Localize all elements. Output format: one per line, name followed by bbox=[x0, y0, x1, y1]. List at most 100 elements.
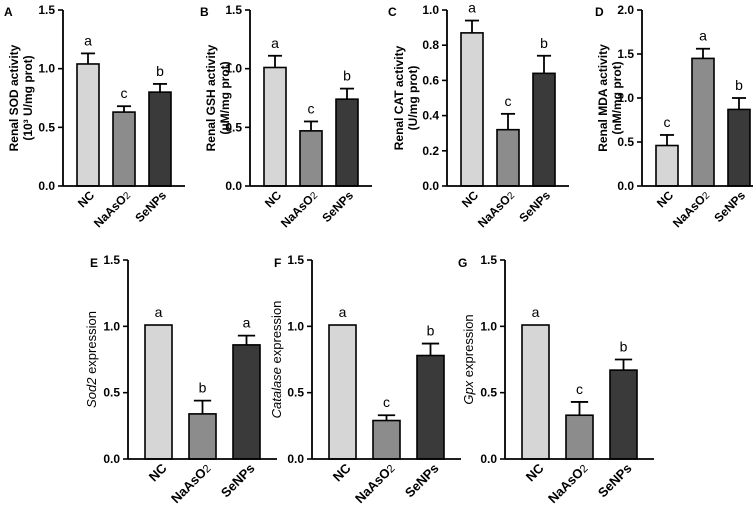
category-label: SeNPs bbox=[711, 188, 748, 225]
bar-SeNPs bbox=[232, 344, 261, 460]
category-label-base: NaAsO bbox=[168, 465, 209, 506]
y-axis-label-line: Renal MDA activity bbox=[596, 44, 610, 152]
category-label: NC bbox=[523, 460, 547, 484]
y-tick-label: 0.5 bbox=[480, 386, 497, 400]
category-label-base: NaAsO bbox=[545, 465, 586, 506]
category-label-base: NaAsO bbox=[352, 465, 393, 506]
y-axis-label: Catalase expression bbox=[269, 301, 284, 419]
y-tick-label: 0.0 bbox=[38, 179, 55, 193]
y-axis-label-line: Renal CAT activity bbox=[392, 45, 406, 150]
y-tick-label: 1.5 bbox=[480, 253, 497, 267]
category-label: NC bbox=[459, 188, 481, 210]
bar-NaAsO2 bbox=[188, 413, 217, 460]
y-tick-label: 1.0 bbox=[225, 62, 242, 76]
category-label: NaAsO2 bbox=[352, 461, 398, 507]
y-axis-label-line: Renal GSH activity bbox=[204, 44, 218, 151]
y-tick-label: 0.8 bbox=[422, 38, 439, 52]
y-axis-label: Renal GSH activity(μM/mg prot) bbox=[204, 44, 232, 151]
y-axis-label-rest: expression bbox=[461, 314, 476, 380]
panel-letter: A bbox=[4, 5, 13, 19]
y-tick-label: 1.5 bbox=[287, 253, 304, 267]
y-tick-label: 0.0 bbox=[103, 452, 120, 466]
panel-G: G 0.0 0.5 1.0 1.5 Gpx expression a NC c NaAsO2 b Se… bbox=[458, 253, 654, 506]
y-axis-label: Renal MDA activity(nM/mg prot) bbox=[596, 44, 624, 152]
significance-letter: c bbox=[308, 100, 315, 116]
category-label: NaAsO2 bbox=[91, 188, 133, 230]
y-tick-label: 0.0 bbox=[617, 179, 634, 193]
significance-letter: b bbox=[540, 35, 548, 51]
y-tick-label: 0.5 bbox=[617, 135, 634, 149]
panel-A: A 0.0 0.5 1.0 1.5 Renal SOD activity(10³ U/mg… bbox=[4, 3, 185, 230]
y-tick-label: 0.5 bbox=[103, 386, 120, 400]
y-tick-label: 1.0 bbox=[38, 62, 55, 76]
significance-letter: c bbox=[664, 114, 671, 130]
y-axis-label: Renal CAT activity(U/mg prot) bbox=[392, 45, 420, 150]
panel-F: F 0.0 0.5 1.0 1.5 Catalase expression a NC c NaAs… bbox=[269, 253, 461, 506]
panel-B: B 0.0 0.5 1.0 1.5 Renal GSH activity(μM/mg pr… bbox=[200, 3, 372, 230]
panel-D: D 0.0 0.5 1.0 1.5 2.0 Renal MDA activity(nM/mg… bbox=[595, 3, 753, 230]
panel-letter: F bbox=[274, 256, 281, 270]
category-label: SeNPs bbox=[132, 188, 169, 225]
panel-letter: E bbox=[90, 256, 98, 270]
bar-NaAsO2 bbox=[372, 419, 401, 460]
category-label: NaAsO2 bbox=[670, 188, 712, 230]
category-label: NC bbox=[146, 460, 170, 484]
y-tick-label: 0.2 bbox=[422, 144, 439, 158]
bar-NC bbox=[263, 66, 287, 187]
bar-SeNPs bbox=[532, 72, 556, 187]
significance-letter: b bbox=[343, 68, 351, 84]
significance-letter: a bbox=[84, 32, 92, 48]
bar-NC bbox=[460, 32, 484, 187]
category-label: NaAsO2 bbox=[168, 461, 214, 507]
significance-letter: a bbox=[155, 304, 163, 320]
y-axis-label-gene: Sod2 bbox=[84, 377, 99, 408]
category-label: SeNPs bbox=[319, 188, 356, 225]
y-axis-label-gene: Gpx bbox=[461, 380, 476, 404]
category-label: NaAsO2 bbox=[475, 188, 517, 230]
significance-letter: a bbox=[699, 28, 707, 44]
significance-letter: c bbox=[121, 85, 128, 101]
y-axis-label-line: (U/mg prot) bbox=[406, 66, 420, 131]
y-tick-label: 0.5 bbox=[225, 120, 242, 134]
y-axis-label-gene: Catalase bbox=[269, 367, 284, 418]
bar-NC bbox=[521, 324, 550, 460]
y-tick-label: 1.5 bbox=[225, 3, 242, 17]
bar-NaAsO2 bbox=[691, 57, 715, 187]
y-tick-label: 1.0 bbox=[422, 3, 439, 17]
y-tick-label: 0.0 bbox=[480, 452, 497, 466]
category-label: SeNPs bbox=[516, 188, 553, 225]
y-tick-label: 0.0 bbox=[422, 179, 439, 193]
y-tick-label: 0.6 bbox=[422, 73, 439, 87]
category-label: NC bbox=[262, 188, 284, 210]
category-label: NC bbox=[654, 188, 676, 210]
panel-E: E 0.0 0.5 1.0 1.5 Sod2 expression a NC b NaAsO2 a S… bbox=[84, 253, 277, 506]
panel-letter: B bbox=[200, 5, 209, 19]
category-label: SeNPs bbox=[595, 461, 635, 501]
panel-letter: D bbox=[595, 5, 604, 19]
bar-NC bbox=[76, 63, 100, 187]
y-axis-label-rest: expression bbox=[269, 301, 284, 367]
significance-letter: a bbox=[243, 315, 251, 331]
category-label: NC bbox=[75, 188, 97, 210]
significance-letter: b bbox=[735, 77, 743, 93]
significance-letter: b bbox=[199, 380, 207, 396]
category-label: SeNPs bbox=[218, 461, 258, 501]
significance-letter: a bbox=[271, 35, 279, 51]
y-tick-label: 0.5 bbox=[287, 386, 304, 400]
significance-letter: b bbox=[427, 323, 435, 339]
bar-NaAsO2 bbox=[496, 128, 520, 187]
bar-SeNPs bbox=[609, 369, 638, 460]
y-tick-label: 2.0 bbox=[617, 3, 634, 17]
y-axis-label: Gpx expression bbox=[461, 314, 476, 404]
significance-letter: a bbox=[532, 304, 540, 320]
y-axis-label-line: (10³ U/mg prot) bbox=[21, 55, 35, 140]
y-tick-label: 0.0 bbox=[287, 452, 304, 466]
bar-NaAsO2 bbox=[565, 414, 594, 460]
y-axis-label-line: Renal SOD activity bbox=[7, 44, 21, 151]
significance-letter: a bbox=[339, 304, 347, 320]
bar-SeNPs bbox=[148, 91, 172, 187]
bar-SeNPs bbox=[416, 354, 445, 460]
significance-letter: b bbox=[156, 63, 164, 79]
significance-letter: b bbox=[620, 339, 628, 355]
y-tick-label: 1.5 bbox=[38, 3, 55, 17]
